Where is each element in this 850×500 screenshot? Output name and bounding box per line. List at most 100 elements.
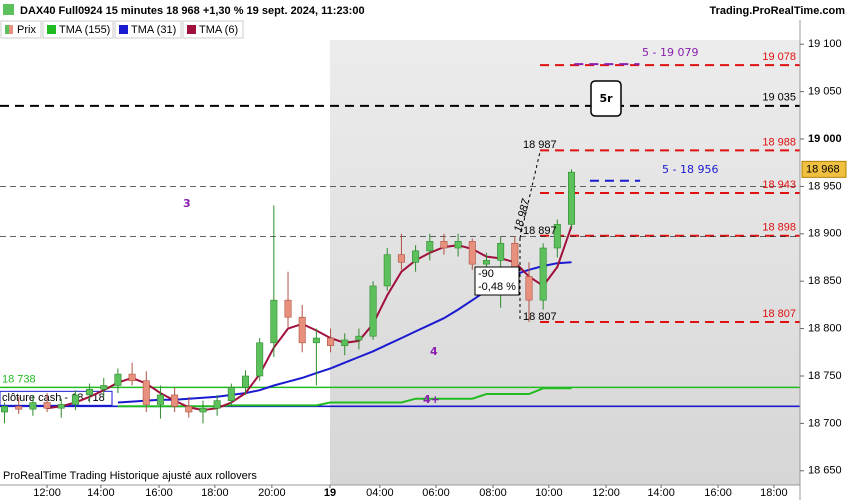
annotation: 4+ [423, 393, 440, 406]
y-tick-label: 18 950 [808, 180, 842, 192]
x-tick-label: 12:00 [592, 487, 620, 499]
level-label: 19 035 [762, 92, 796, 104]
annotation: 3 [183, 197, 191, 210]
candle-body [327, 337, 335, 346]
y-tick-label: 18 650 [808, 465, 842, 477]
candle-body [454, 241, 462, 249]
y-tick-label: 18 800 [808, 323, 842, 335]
x-tick-label: 19 [324, 487, 336, 499]
x-tick-label: 18:00 [201, 487, 229, 499]
candle-body [440, 241, 448, 249]
y-tick-label: 18 900 [808, 228, 842, 240]
last-price-label: 18 968 [806, 163, 840, 175]
level-label: 18 807 [762, 308, 796, 320]
candle-body [100, 385, 108, 390]
annotations: 5 - 19 079 5r 5 - 18 956 3 4 4+ 18 987 1… [183, 46, 718, 406]
candle-body [86, 388, 94, 396]
ma-line [117, 387, 572, 408]
level-label: 18 988 [762, 136, 796, 148]
y-tick-label: 19 000 [808, 133, 842, 145]
x-tick-label: 08:00 [479, 487, 507, 499]
legend-item [42, 20, 114, 39]
candle-body [383, 254, 391, 287]
candle-body [412, 250, 420, 263]
candle-body [227, 387, 235, 401]
candle-body [171, 394, 179, 407]
candle-body [298, 316, 306, 344]
candle-body [397, 254, 405, 263]
candle-body [1, 406, 9, 413]
candle-body [369, 285, 377, 337]
level-label-box [0, 390, 113, 406]
legend-swatch [9, 25, 13, 34]
legend-item [114, 20, 182, 39]
x-tick-label: 20:00 [258, 487, 286, 499]
candle-body [142, 380, 150, 405]
candle-body [213, 400, 221, 409]
x-tick-label: 16:00 [145, 487, 173, 499]
x-tick-label: 18:00 [760, 487, 788, 499]
header-icon [3, 4, 14, 15]
candle-note: 18 987 [523, 139, 557, 151]
candle-body [568, 171, 576, 225]
plot: 19 078 19 035 18 988 18 943 18 898 18 807 18 7… [0, 51, 800, 424]
chart-title: DAX40 Full0924 15 minutes 18 968 +1,30 %… [20, 5, 365, 17]
candle-body [426, 241, 434, 252]
measure-line [519, 151, 541, 239]
candle-body [29, 402, 37, 410]
candle-note: 18 807 [523, 311, 557, 323]
x-tick-label: 14:00 [647, 487, 675, 499]
candle-body [553, 224, 561, 249]
legend-swatch [47, 25, 56, 34]
header-bar [0, 0, 850, 20]
note-box [474, 266, 520, 296]
annotation-box [590, 80, 622, 117]
x-tick-label: 12:00 [33, 487, 61, 499]
x-tick-label: 10:00 [535, 487, 563, 499]
candle-body [185, 406, 193, 413]
candle-body [199, 407, 207, 413]
candle-body [71, 394, 79, 405]
legend-label: Prix [17, 24, 36, 36]
annotation: 5 - 19 079 [642, 46, 698, 59]
annotation: 5 - 18 956 [662, 163, 718, 176]
candle-body [43, 402, 51, 409]
x-tick-label: 06:00 [422, 487, 450, 499]
candle-body [114, 373, 122, 386]
candle-body [256, 342, 264, 377]
candle-body [57, 404, 65, 409]
candle-body [270, 299, 278, 344]
y-tick-label: 18 700 [808, 417, 842, 429]
candle-body [525, 276, 533, 301]
candle-body [128, 373, 136, 382]
legend-swatch [187, 25, 196, 34]
footer: ProRealTime Trading Historique ajusté au… [3, 470, 257, 482]
candle-body [156, 394, 164, 405]
x-tick-label: 04:00 [366, 487, 394, 499]
candle-body [341, 339, 349, 346]
level-label: 19 078 [762, 51, 796, 63]
candle-note: -90 [478, 268, 494, 280]
annotation: 4 [430, 345, 438, 358]
legend: Prix TMA (155) TMA (31) TMA (6) [0, 20, 244, 39]
legend-item [182, 20, 244, 39]
annotation: 5r [599, 92, 613, 105]
candle-note: 18 897 [523, 225, 557, 237]
legend-label: TMA (31) [131, 24, 176, 36]
legend-swatch [119, 25, 128, 34]
y-tick-label: 18 850 [808, 275, 842, 287]
candle-body [482, 260, 490, 265]
candle-body [312, 337, 320, 344]
x-tick-label: 16:00 [704, 487, 732, 499]
candle-note: -0,48 % [478, 281, 516, 293]
candle-body [15, 406, 23, 410]
candle-body [468, 241, 476, 265]
level-label: 18 738 [2, 373, 36, 385]
y-tick-label: 19 050 [808, 86, 842, 98]
x-tick-label: 14:00 [87, 487, 115, 499]
candle-body [284, 299, 292, 318]
y-tick-label: 18 750 [808, 370, 842, 382]
level-label: 18 943 [762, 179, 796, 191]
y-tick-label: 19 100 [808, 38, 842, 50]
source: Trading.ProRealTime.com [709, 5, 845, 17]
